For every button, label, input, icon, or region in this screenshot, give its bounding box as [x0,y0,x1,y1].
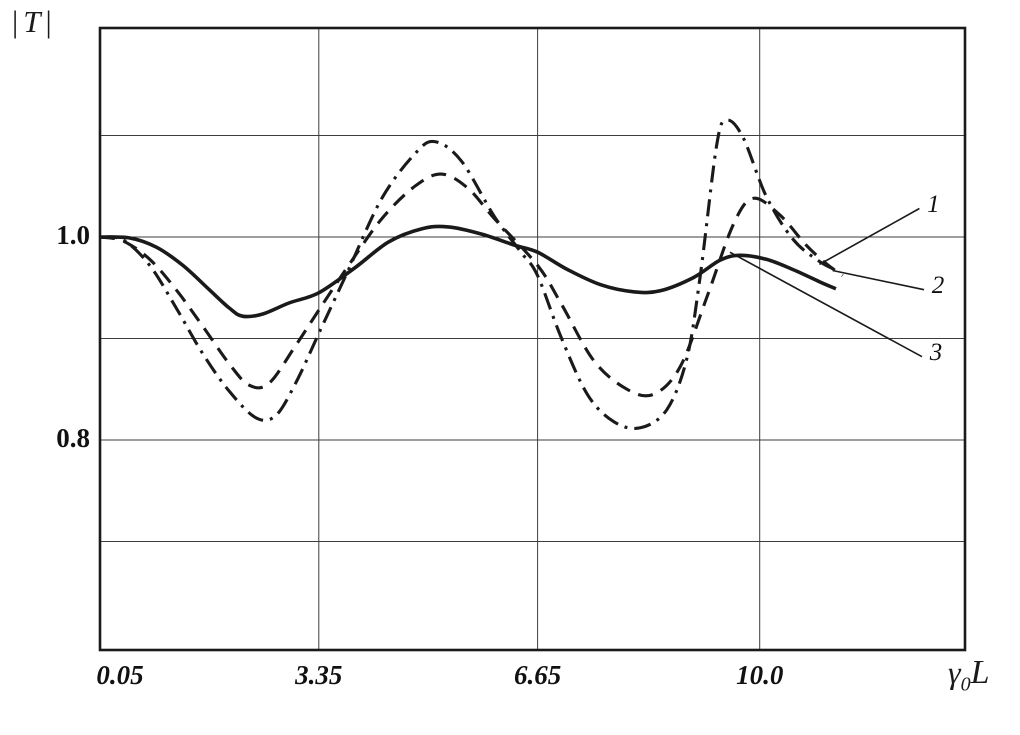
y-axis-bar-right: | [45,4,55,39]
plot-border [98,26,967,652]
leader-line-1 [819,207,920,266]
x-tick-label: 10.0 [736,660,784,690]
curve-label-3: 3 [929,338,943,366]
x-tick-label: 6.65 [513,660,562,690]
x-axis-gamma: γ [948,654,961,690]
leader-line-3 [729,251,923,358]
x-axis-label: γ0L [948,654,990,696]
x-axis-L: L [970,654,990,691]
x-tick-label: 0.05 [96,660,144,690]
y-axis-bar-left: | [12,4,22,39]
y-tick-label: 1.0 [56,220,90,250]
y-axis-label: |T| [12,4,55,40]
curve-2 [99,172,844,398]
curve-1 [99,118,840,431]
x-axis-subscript: 0 [960,673,971,696]
curve-3 [99,224,837,319]
y-tick-label: 0.8 [56,423,90,453]
x-tick-label: 3.35 [295,660,343,690]
leader-line-2 [832,269,925,291]
y-axis-symbol: T [23,4,44,39]
curve-label-2: 2 [931,271,945,299]
curve-label-1: 1 [927,190,940,218]
